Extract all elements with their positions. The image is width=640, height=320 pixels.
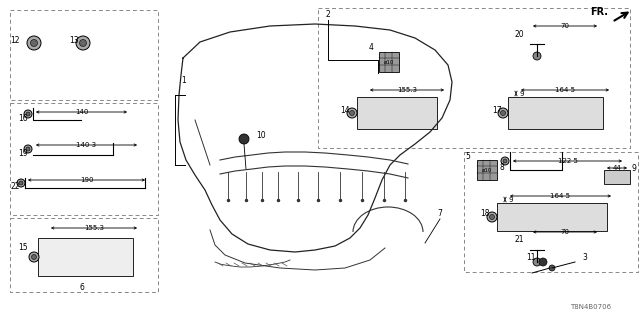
Text: 15: 15	[19, 244, 28, 252]
Circle shape	[501, 157, 509, 165]
Circle shape	[487, 212, 497, 222]
Circle shape	[349, 110, 355, 116]
Text: ø10: ø10	[384, 60, 394, 65]
Text: 4: 4	[368, 43, 373, 52]
Text: 164 5: 164 5	[550, 193, 570, 199]
Text: 2: 2	[326, 10, 330, 19]
Circle shape	[79, 39, 86, 46]
Text: 3: 3	[582, 253, 587, 262]
Text: 18: 18	[481, 209, 490, 218]
Circle shape	[31, 39, 38, 46]
Text: 10: 10	[256, 131, 266, 140]
Text: 190: 190	[80, 177, 93, 183]
Bar	[497, 203, 607, 231]
Text: 70: 70	[561, 229, 570, 235]
Text: 122 5: 122 5	[557, 158, 577, 164]
Text: T8N4B0706: T8N4B0706	[570, 304, 611, 310]
Bar	[508, 97, 603, 129]
Circle shape	[26, 147, 30, 151]
Circle shape	[24, 110, 32, 118]
Text: 44: 44	[612, 165, 621, 171]
Text: 9: 9	[632, 164, 637, 172]
Circle shape	[19, 181, 23, 185]
Circle shape	[533, 258, 541, 266]
Text: 9: 9	[508, 196, 513, 203]
Text: 16: 16	[19, 114, 28, 123]
Circle shape	[533, 52, 541, 60]
Text: FR.: FR.	[590, 7, 608, 17]
Circle shape	[26, 112, 30, 116]
Text: 11: 11	[527, 253, 536, 262]
Circle shape	[17, 179, 25, 187]
Circle shape	[76, 36, 90, 50]
Circle shape	[539, 258, 547, 266]
Circle shape	[239, 134, 249, 144]
Circle shape	[500, 110, 506, 116]
Text: 9: 9	[519, 91, 524, 97]
Circle shape	[31, 254, 36, 260]
Text: 20: 20	[515, 29, 524, 38]
Bar	[38, 238, 133, 276]
Text: 22: 22	[10, 181, 20, 190]
Text: 140: 140	[75, 109, 88, 115]
Circle shape	[490, 214, 495, 220]
Circle shape	[27, 36, 41, 50]
Text: 1: 1	[181, 76, 186, 84]
Text: 155.3: 155.3	[84, 225, 104, 231]
Circle shape	[347, 108, 357, 118]
Bar	[379, 52, 399, 72]
Text: 14: 14	[340, 106, 350, 115]
Text: 13: 13	[69, 36, 79, 44]
Text: 155.3: 155.3	[397, 87, 417, 93]
Text: 19: 19	[19, 148, 28, 157]
Circle shape	[503, 159, 507, 163]
Text: 12: 12	[10, 36, 20, 44]
Text: 140 3: 140 3	[76, 142, 97, 148]
Text: 6: 6	[79, 283, 84, 292]
Text: ø10: ø10	[482, 167, 492, 172]
Text: 164 5: 164 5	[555, 87, 575, 93]
Text: 21: 21	[515, 236, 524, 244]
Text: 70: 70	[561, 23, 570, 29]
Circle shape	[549, 265, 555, 271]
Bar	[477, 160, 497, 180]
Text: 17: 17	[492, 106, 502, 115]
Text: 7: 7	[438, 209, 442, 218]
Bar	[357, 97, 437, 129]
Circle shape	[24, 145, 32, 153]
Circle shape	[498, 108, 508, 118]
Text: 8: 8	[499, 163, 504, 172]
Bar	[604, 170, 630, 184]
Text: 5: 5	[465, 151, 470, 161]
Circle shape	[29, 252, 39, 262]
